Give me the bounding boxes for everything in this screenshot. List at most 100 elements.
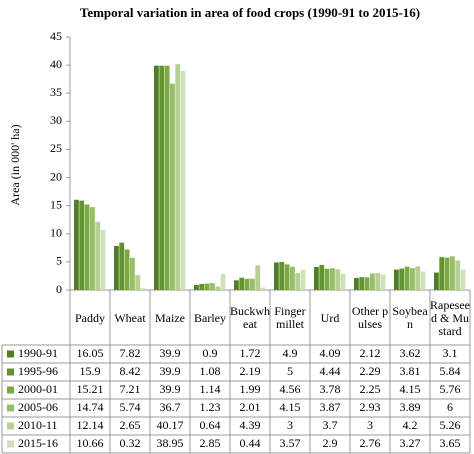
bar <box>375 273 381 290</box>
table-value: 7.82 <box>120 346 141 360</box>
bar <box>79 200 85 290</box>
bar <box>444 257 450 290</box>
bar <box>319 265 325 290</box>
bar <box>210 283 215 290</box>
bar <box>340 273 346 290</box>
table-value: 8.42 <box>120 364 141 378</box>
bar <box>159 65 165 290</box>
table-value: 4.39 <box>240 418 261 432</box>
table-value: 2.25 <box>360 382 381 396</box>
table-value: 1.72 <box>240 346 261 360</box>
table-value: 4.15 <box>400 382 421 396</box>
legend-swatch <box>7 404 14 412</box>
table-value: 3.81 <box>400 364 421 378</box>
bar <box>95 221 101 290</box>
table-value: 5.26 <box>440 418 461 432</box>
x-tick-label: Urd <box>320 310 340 325</box>
table-value: 2.12 <box>360 346 381 360</box>
table-value: 4.9 <box>283 346 298 360</box>
bar <box>404 266 410 290</box>
table-value: 6 <box>447 400 453 414</box>
bar <box>215 286 221 290</box>
bar <box>140 288 146 290</box>
table-value: 2.93 <box>360 400 381 414</box>
table-value: 3.65 <box>440 436 461 450</box>
table-value: 4.56 <box>280 382 301 396</box>
table-value: 2.01 <box>240 400 261 414</box>
table-value: 2.76 <box>360 436 381 450</box>
table-value: 4.15 <box>280 400 301 414</box>
table-value: 16.05 <box>77 346 104 360</box>
bar <box>234 280 239 290</box>
table-value: 14.74 <box>77 400 104 414</box>
table-value: 1.23 <box>200 400 221 414</box>
bar <box>295 273 301 290</box>
x-tick-label-box: Paddy <box>75 310 105 325</box>
bar <box>399 268 405 290</box>
x-tick-label-box: Finger millet <box>274 305 305 331</box>
bar <box>279 261 285 290</box>
x-tick-label: Wheat <box>114 310 146 325</box>
x-tick-label: Paddy <box>75 310 105 325</box>
table-value: 1.14 <box>200 382 221 396</box>
bar <box>300 269 306 290</box>
table-value: 0.44 <box>240 436 261 450</box>
bar <box>255 265 261 290</box>
x-tick-label-box: Maize <box>155 311 185 324</box>
bar <box>84 204 90 290</box>
legend-swatch <box>7 350 14 358</box>
x-tick-label-box: Wheat <box>114 310 146 325</box>
bar <box>324 268 330 290</box>
table-value: 0.32 <box>120 436 141 450</box>
bar <box>170 83 175 290</box>
table-value: 10.66 <box>77 436 104 450</box>
legend-label: 1995-96 <box>18 364 58 378</box>
bar <box>314 267 319 290</box>
table-value: 4.09 <box>320 346 341 360</box>
bar <box>434 272 439 290</box>
table-value: 39.9 <box>160 346 181 360</box>
bar <box>455 260 461 290</box>
table-value: 15.9 <box>80 364 101 378</box>
bar <box>124 249 130 290</box>
bar <box>394 269 399 290</box>
bar <box>450 256 455 290</box>
table-value: 12.14 <box>77 418 104 432</box>
y-tick-label: 20 <box>50 169 62 183</box>
bar <box>420 271 426 290</box>
table-value: 2.19 <box>240 364 261 378</box>
table-value: 2.29 <box>360 364 381 378</box>
table-value: 4.44 <box>320 364 341 378</box>
table-value: 3.89 <box>400 400 421 414</box>
x-tick-label: Rapeseed & Mustard <box>430 297 470 338</box>
bar <box>180 71 186 291</box>
x-tick-label-box: Urd <box>320 310 340 325</box>
x-tick-label: Soybean <box>392 304 428 331</box>
table-value: 3.1 <box>443 346 458 360</box>
bar <box>220 273 226 290</box>
table-value: 3.57 <box>280 436 301 450</box>
bar <box>119 242 125 290</box>
x-tick-label-box: Rapeseed & Mustard <box>430 297 470 338</box>
bar <box>244 278 250 290</box>
x-tick-label: Other pulses <box>351 304 389 331</box>
legend-swatch <box>7 386 14 394</box>
x-tick-label-box: Buckwheat <box>230 305 270 331</box>
legend-label: 2015-16 <box>18 436 58 450</box>
chart-title: Temporal variation in area of food crops… <box>80 5 420 20</box>
table-value: 2.85 <box>200 436 221 450</box>
y-axis-title: Area (in 000' ha) <box>8 124 22 205</box>
table-value: 3.7 <box>323 418 338 432</box>
y-tick-label: 10 <box>50 226 62 240</box>
table-value: 39.9 <box>160 382 181 396</box>
bar <box>380 274 386 290</box>
x-tick-label-box: Barley <box>194 311 226 324</box>
table-value: 2.65 <box>120 418 141 432</box>
legend-swatch <box>7 422 14 430</box>
y-tick-label: 40 <box>50 57 62 71</box>
bar <box>290 266 295 290</box>
y-tick-label: 25 <box>50 141 62 155</box>
table-value: 0.9 <box>203 346 218 360</box>
bar <box>175 64 181 290</box>
